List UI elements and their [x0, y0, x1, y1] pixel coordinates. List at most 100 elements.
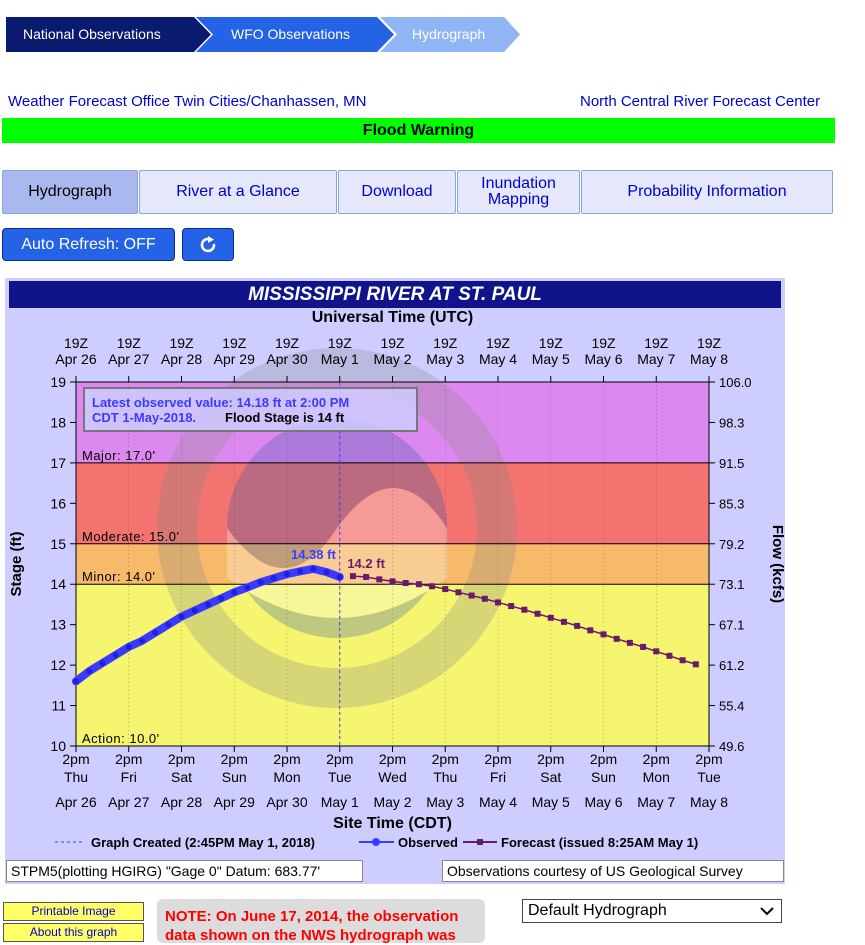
tab-hydrograph[interactable]: Hydrograph — [2, 170, 138, 214]
rfc-link[interactable]: North Central River Forecast Center — [580, 93, 821, 110]
local-tick-date: Apr 26 — [55, 794, 96, 810]
observed-point — [218, 595, 225, 602]
local-tick-day: Sat — [171, 769, 192, 785]
observed-point — [99, 660, 106, 667]
observed-point — [257, 579, 264, 586]
observed-point — [284, 571, 290, 578]
refresh-icon — [200, 235, 216, 252]
watermark-bird — [227, 488, 447, 618]
observed-point — [323, 569, 330, 576]
forecast-point — [363, 573, 370, 580]
local-tick-day: Sat — [540, 769, 561, 785]
forecast-point — [560, 618, 567, 625]
hydrograph-select-value: Default Hydrograph — [528, 902, 667, 919]
tab-probability-information[interactable]: Probability Information — [581, 170, 833, 214]
local-tick-date: May 8 — [690, 794, 728, 810]
observed-point — [270, 575, 277, 582]
forecast-point — [481, 595, 488, 602]
observed-point — [165, 621, 172, 628]
stage-band-label: Moderate: 15.0' — [82, 529, 179, 544]
forecast-point — [455, 589, 462, 596]
forecast-point — [376, 576, 383, 583]
utc-tick-hour: 19Z — [697, 335, 722, 351]
wfo-link[interactable]: Weather Forecast Office Twin Cities/Chan… — [8, 93, 367, 110]
hydrograph-select[interactable]: Default Hydrograph — [522, 899, 782, 923]
local-tick-hour: 2pm — [643, 751, 670, 767]
observed-point — [73, 678, 79, 685]
latest-observation-line1: Latest observed value: 14.18 ft at 2:00 … — [92, 395, 349, 410]
legend-graph-created: Graph Created (2:45PM May 1, 2018) — [91, 835, 315, 850]
local-tick-date: May 6 — [584, 794, 622, 810]
tab-river-at-a-glance[interactable]: River at a Glance — [139, 170, 337, 214]
local-tick-hour: 2pm — [326, 751, 353, 767]
about-graph-link[interactable]: About this graph — [3, 923, 144, 942]
forecast-point — [521, 606, 528, 613]
forecast-point — [574, 622, 581, 629]
peak-value-label: 14.38 ft — [291, 547, 336, 562]
utc-tick-date: Apr 27 — [108, 351, 149, 367]
tab-download[interactable]: Download — [338, 170, 456, 214]
y2-tick-label: 67.1 — [719, 618, 744, 633]
local-tick-hour: 2pm — [432, 751, 459, 767]
local-tick-day: Mon — [643, 769, 670, 785]
tab-inundation-mapping[interactable]: Inundation Mapping — [457, 170, 580, 214]
breadcrumb-wfo-observations[interactable]: WFO Observations — [196, 17, 394, 52]
y2-tick-label: 49.6 — [719, 739, 744, 754]
forecast-point — [495, 599, 501, 606]
local-tick-hour: 2pm — [590, 751, 617, 767]
breadcrumb-hydrograph[interactable]: Hydrograph — [380, 17, 520, 52]
utc-tick-hour: 19Z — [433, 335, 458, 351]
utc-tick-date: Apr 30 — [266, 351, 307, 367]
local-tick-hour: 2pm — [484, 751, 511, 767]
forecast-point — [442, 586, 449, 593]
utc-tick-date: Apr 29 — [214, 351, 255, 367]
forecast-point — [653, 648, 660, 655]
utc-tick-date: May 2 — [373, 351, 411, 367]
y-axis-title: Stage (ft) — [8, 532, 25, 597]
utc-tick-date: May 1 — [321, 351, 359, 367]
auto-refresh-button[interactable]: Auto Refresh: OFF — [2, 228, 175, 261]
forecast-point — [468, 592, 475, 599]
utc-tick-date: May 6 — [584, 351, 622, 367]
utc-tick-date: Apr 26 — [55, 351, 96, 367]
utc-tick-date: May 4 — [479, 351, 517, 367]
utc-tick-hour: 19Z — [328, 335, 353, 351]
observed-point — [112, 652, 119, 658]
utc-tick-hour: 19Z — [64, 335, 89, 351]
forecast-point — [508, 603, 515, 610]
local-tick-hour: 2pm — [62, 751, 89, 767]
forecast-point — [626, 639, 633, 646]
chart-title: MISSISSIPPI RIVER AT ST. PAUL — [9, 281, 781, 308]
forecast-point — [666, 652, 673, 659]
local-tick-hour: 2pm — [221, 751, 248, 767]
breadcrumb-national-observations[interactable]: National Observations — [6, 17, 211, 52]
y-tick-label: 15 — [50, 536, 66, 552]
y2-tick-label: 85.3 — [719, 496, 744, 511]
forecast-point — [389, 578, 396, 585]
refresh-button[interactable] — [182, 228, 234, 261]
observed-point — [244, 584, 251, 591]
observation-note: NOTE: On June 17, 2014, the observation … — [157, 899, 485, 944]
local-tick-day: Thu — [64, 769, 88, 785]
local-tick-day: Tue — [328, 769, 352, 785]
breadcrumb-label: National Observations — [23, 26, 161, 42]
observed-point — [231, 589, 238, 596]
local-tick-day: Tue — [697, 769, 721, 785]
legend-forecast: Forecast (issued 8:25AM May 1) — [501, 835, 698, 850]
stage-band-label: Major: 17.0' — [82, 448, 156, 463]
utc-tick-hour: 19Z — [275, 335, 300, 351]
observed-point — [152, 629, 159, 636]
printable-image-link[interactable]: Printable Image — [3, 902, 144, 921]
watermark-ring — [157, 348, 517, 708]
y-tick-label: 19 — [50, 374, 66, 390]
local-tick-date: May 4 — [479, 794, 517, 810]
utc-tick-hour: 19Z — [539, 335, 564, 351]
local-tick-date: Apr 30 — [266, 794, 307, 810]
datum-info: STPM5(plotting HGIRG) "Gage 0" Datum: 68… — [6, 860, 363, 882]
y-tick-label: 11 — [51, 698, 66, 714]
y2-tick-label: 98.3 — [719, 415, 744, 430]
y2-tick-label: 106.0 — [719, 375, 752, 390]
hydrograph-plot: Major: 17.0' Moderate: 15.0' Minor: 14.0' A… — [8, 309, 785, 850]
utc-tick-hour: 19Z — [169, 335, 194, 351]
flood-warning-banner[interactable]: Flood Warning — [2, 118, 835, 143]
